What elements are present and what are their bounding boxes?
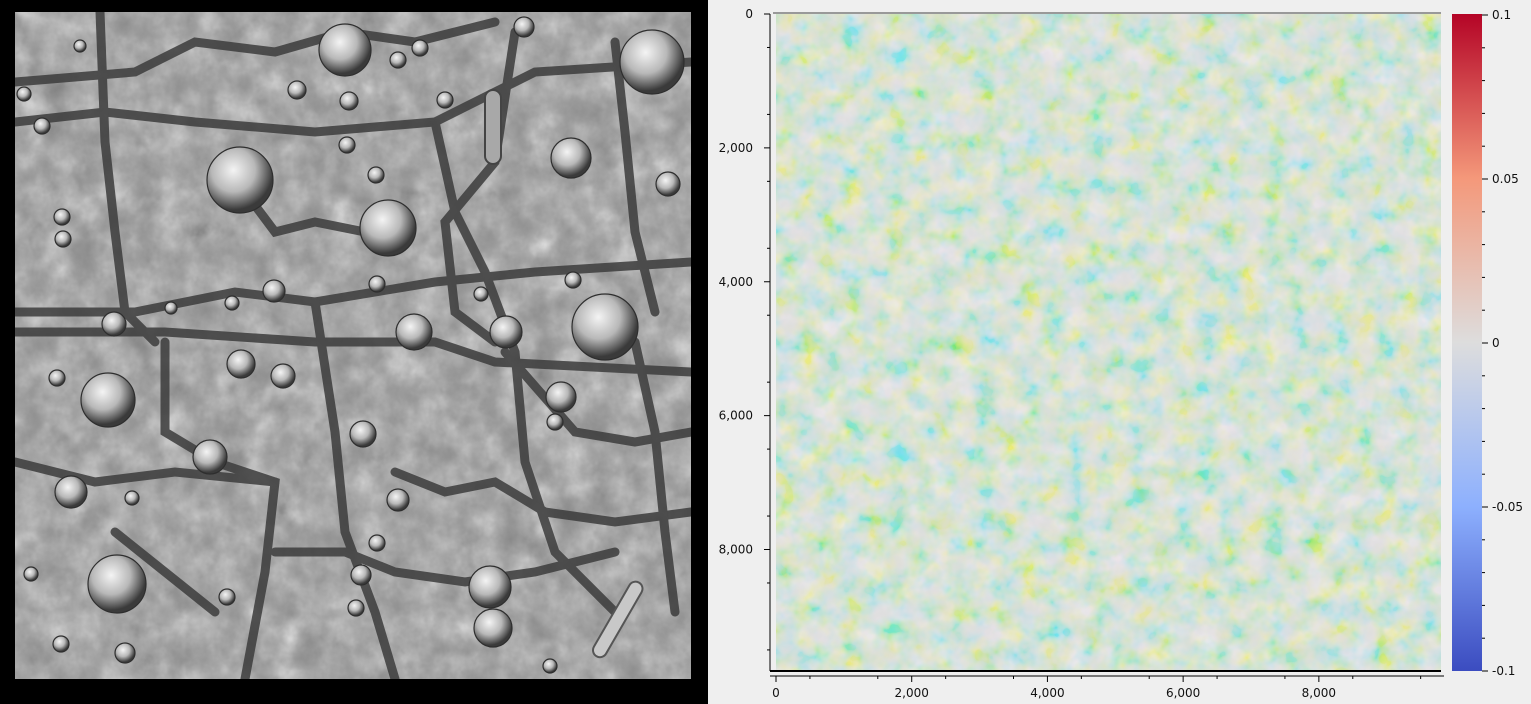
y-tick-label: 0 [745, 7, 753, 21]
difference-plot-panel: 0 2,000 4,000 6,000 8,000 0 2,000 4,000 6,000 8,… [708, 0, 1531, 704]
y-tick-label: 8,000 [719, 543, 753, 557]
colorbar-tick-label: 0 [1492, 336, 1500, 350]
x-tick-label: 2,000 [895, 686, 929, 700]
x-tick-label: 8,000 [1302, 686, 1336, 700]
difference-heatmap [776, 14, 1441, 670]
colorbar-tick-label: -0.05 [1492, 500, 1523, 514]
y-tick-label: 2,000 [719, 141, 753, 155]
colorbar-tick-label: 0.05 [1492, 172, 1519, 186]
y-tick-label: 4,000 [719, 275, 753, 289]
colorbar-tick-label: 0.1 [1492, 8, 1511, 22]
x-tick-label: 0 [772, 686, 780, 700]
y-axis-ticks: 0 2,000 4,000 6,000 8,000 [719, 7, 770, 651]
x-axis-ticks: 0 2,000 4,000 6,000 8,000 [772, 676, 1422, 700]
x-tick-label: 4,000 [1030, 686, 1064, 700]
y-tick-label: 6,000 [719, 409, 753, 423]
colorbar-ticks: 0.1 0.05 0 -0.05 -0.1 [1482, 8, 1523, 678]
terrain-image-panel [0, 0, 708, 704]
terrain-relief-image [15, 12, 691, 679]
colorbar-tick-label: -0.1 [1492, 664, 1515, 678]
colorbar [1452, 14, 1482, 671]
x-tick-label: 6,000 [1166, 686, 1200, 700]
